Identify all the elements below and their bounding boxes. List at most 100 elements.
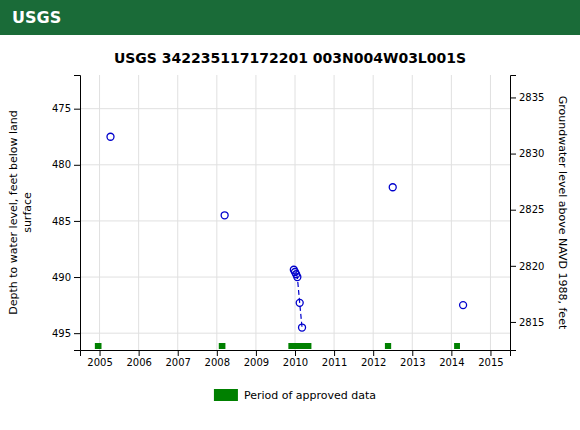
grid-line-x	[177, 75, 178, 350]
y-axis-tick-label: 480	[52, 159, 71, 170]
x-axis-tick-mark	[490, 350, 491, 356]
x-axis-tick: 2012	[361, 350, 386, 368]
y-axis-tick-mark	[74, 277, 80, 278]
y-axis-tick: 490	[52, 272, 80, 283]
approved-bar	[95, 343, 102, 349]
x-axis-tick-label: 2011	[322, 357, 347, 368]
y-axis-tick: 495	[52, 328, 80, 339]
y2-axis-tick-mark	[510, 210, 516, 211]
y2-axis-tick: 2830	[510, 148, 544, 159]
x-axis-tick: 2008	[205, 350, 230, 368]
y-axis: 475 480 485 490 495	[52, 76, 81, 351]
point	[389, 184, 396, 191]
point	[107, 133, 114, 140]
x-axis-line	[81, 351, 511, 357]
x-axis-tick-label: 2005	[87, 357, 112, 368]
y2-axis-tick-mark	[510, 322, 516, 323]
y-axis-tick-label: 475	[52, 103, 71, 114]
x-axis-tick-mark	[256, 350, 257, 356]
y2-axis-tick-mark	[510, 266, 516, 267]
point	[460, 302, 467, 309]
y2-axis-tick-label: 2835	[519, 92, 544, 103]
y-axis-tick-label: 485	[52, 216, 71, 227]
x-axis: 2005 2006 2007 2008 2009 2010 2011 2012 2013 2014…	[81, 350, 511, 368]
x-axis-tick: 2015	[478, 350, 503, 368]
legend-label: Period of approved data	[244, 389, 376, 402]
x-axis-tick: 2010	[283, 350, 308, 368]
x-axis-tick-label: 2007	[166, 357, 191, 368]
y2-axis-tick-mark	[510, 154, 516, 155]
y-axis-tick: 480	[52, 159, 80, 170]
x-axis-tick: 2014	[439, 350, 464, 368]
plot: 2005 2006 2007 2008 2009 2010 2011 2012 2013 2014…	[52, 75, 545, 368]
marks	[95, 133, 467, 349]
x-axis-tick: 2011	[322, 350, 347, 368]
x-axis-tick-mark	[334, 350, 335, 356]
y-axis-tick-mark	[74, 221, 80, 222]
y2-axis-tick: 2820	[510, 261, 544, 272]
approved-bar	[219, 343, 226, 349]
y2-axis-tick-label: 2825	[519, 204, 544, 215]
legend: Period of approved data	[214, 389, 376, 402]
y2-axis-tick-label: 2815	[519, 317, 544, 328]
title: USGS 342235117172201 003N004W03L001S	[114, 50, 466, 66]
header-text: USGS	[12, 8, 61, 27]
y2-axis-line	[511, 76, 517, 351]
y-axis-tick-mark	[74, 333, 80, 334]
y-axis-tick-mark	[74, 109, 80, 110]
x-axis-tick-mark	[295, 350, 296, 356]
y-axis-line	[74, 76, 81, 351]
x-axis-tick-label: 2008	[205, 357, 230, 368]
approved-bar	[454, 343, 460, 349]
grid-line-y	[80, 333, 510, 334]
grid-line-x	[373, 75, 374, 350]
x-axis-tick-label: 2010	[283, 357, 308, 368]
x-axis-tick-mark	[178, 350, 179, 356]
x-axis-tick-label: 2012	[361, 357, 386, 368]
grid-line-x	[216, 75, 217, 350]
x-axis-tick-mark	[451, 350, 452, 356]
x-axis-tick-label: 2009	[244, 357, 269, 368]
point	[221, 212, 228, 219]
grid-line-y	[80, 164, 510, 165]
x-axis-tick-mark	[139, 350, 140, 356]
x-axis-tick: 2005	[87, 350, 112, 368]
y2-axis-label: Groundwater level above NAVD 1988, feet	[556, 96, 569, 330]
y2-axis-tick-mark	[510, 97, 516, 98]
x-axis-tick-label: 2013	[400, 357, 425, 368]
x-axis-tick-label: 2014	[439, 357, 464, 368]
y-axis-tick-label: 490	[52, 272, 71, 283]
y2-axis-tick: 2815	[510, 317, 544, 328]
dashed-line	[296, 274, 302, 327]
y2-axis-tick-label: 2830	[519, 148, 544, 159]
x-axis-tick-mark	[217, 350, 218, 356]
chart: USGS USGS 342235117172201 003N004W03L001S…	[0, 0, 580, 430]
approved-bar	[385, 343, 391, 349]
legend-swatch	[214, 389, 238, 401]
grid-line-x	[138, 75, 139, 350]
x-axis-tick-mark	[373, 350, 374, 356]
x-axis-tick-mark	[412, 350, 413, 356]
y2-axis-tick: 2825	[510, 204, 544, 215]
y-axis-label: Depth to water level, feet below landsur…	[7, 110, 33, 315]
grid-line-x	[99, 75, 100, 350]
grid-line-x	[255, 75, 256, 350]
y-axis-tick-label: 495	[52, 328, 71, 339]
grid-line-x	[334, 75, 335, 350]
legend-item: Period of approved data	[214, 389, 376, 402]
approved-bar	[288, 343, 311, 349]
header-bar	[0, 0, 580, 35]
grid-line-x	[490, 75, 491, 350]
x-axis-tick: 2007	[166, 350, 191, 368]
x-axis-tick-label: 2006	[126, 357, 151, 368]
y-axis-tick: 485	[52, 216, 80, 227]
x-axis-tick: 2006	[126, 350, 151, 368]
x-axis-tick: 2013	[400, 350, 425, 368]
grid-line-y	[80, 220, 510, 221]
grid-line-x	[451, 75, 452, 350]
grid-line-y	[80, 108, 510, 109]
y-axis-label-line: surface	[21, 192, 34, 233]
y-axis-tick-mark	[74, 165, 80, 166]
grid	[80, 75, 510, 350]
y2-axis-tick-label: 2820	[519, 261, 544, 272]
